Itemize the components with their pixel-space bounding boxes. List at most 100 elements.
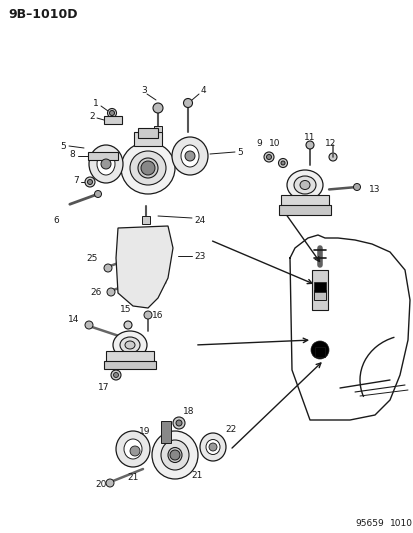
Bar [134, 132, 161, 146]
Ellipse shape [199, 433, 225, 461]
Text: 20: 20 [95, 481, 107, 489]
Text: 3: 3 [191, 151, 196, 160]
Text: 2: 2 [89, 111, 95, 120]
Text: 1: 1 [93, 99, 99, 108]
Circle shape [170, 450, 180, 460]
Circle shape [263, 152, 273, 162]
Circle shape [85, 321, 93, 329]
Ellipse shape [97, 153, 115, 175]
Circle shape [107, 109, 116, 117]
Bar [311, 270, 327, 310]
Circle shape [130, 446, 140, 456]
Circle shape [85, 177, 95, 187]
Circle shape [280, 161, 284, 165]
Circle shape [183, 99, 192, 108]
Ellipse shape [206, 440, 219, 455]
Text: 18: 18 [183, 407, 194, 416]
Bar [278, 205, 330, 215]
Text: 23: 23 [194, 252, 205, 261]
Circle shape [153, 103, 163, 113]
Text: 1010: 1010 [389, 520, 412, 529]
Ellipse shape [168, 448, 182, 463]
Text: 5: 5 [60, 141, 66, 150]
Circle shape [266, 155, 271, 159]
Bar [161, 421, 171, 443]
Circle shape [87, 180, 92, 184]
Ellipse shape [125, 341, 135, 349]
Bar [106, 351, 154, 363]
Circle shape [101, 159, 111, 169]
Bar [142, 216, 150, 224]
Text: 25: 25 [86, 254, 97, 262]
Circle shape [305, 141, 313, 149]
Text: 24: 24 [194, 215, 205, 224]
Circle shape [113, 373, 118, 377]
Text: 8: 8 [69, 149, 75, 158]
Text: 16: 16 [152, 311, 164, 319]
Ellipse shape [180, 145, 199, 167]
Text: 10: 10 [268, 139, 280, 148]
Ellipse shape [161, 440, 189, 470]
Circle shape [176, 420, 182, 426]
Circle shape [310, 341, 328, 359]
Text: 14: 14 [68, 314, 79, 324]
Ellipse shape [286, 170, 322, 200]
Circle shape [109, 110, 114, 116]
Circle shape [185, 151, 195, 161]
Bar [88, 152, 118, 160]
Text: 6: 6 [53, 215, 59, 224]
Text: 13: 13 [368, 184, 380, 193]
Circle shape [353, 183, 360, 190]
Ellipse shape [116, 431, 150, 467]
Text: 4: 4 [200, 85, 205, 94]
Polygon shape [116, 226, 173, 308]
Text: 3: 3 [107, 159, 112, 168]
Text: 21: 21 [127, 472, 138, 481]
Ellipse shape [89, 145, 123, 183]
Text: 9B–1010D: 9B–1010D [8, 7, 77, 20]
Text: 11: 11 [304, 133, 315, 141]
Text: 26: 26 [90, 287, 102, 296]
Text: 19: 19 [139, 426, 150, 435]
Ellipse shape [121, 142, 175, 194]
Circle shape [278, 158, 287, 167]
Ellipse shape [120, 337, 140, 353]
Bar [313, 290, 325, 300]
Circle shape [106, 479, 114, 487]
Text: 3: 3 [141, 85, 147, 94]
Bar [280, 195, 328, 207]
Circle shape [104, 264, 112, 272]
Ellipse shape [171, 137, 207, 175]
Ellipse shape [124, 439, 142, 459]
Text: 22: 22 [225, 424, 236, 433]
Circle shape [111, 370, 121, 380]
Ellipse shape [293, 176, 315, 194]
Circle shape [107, 288, 115, 296]
Text: 17: 17 [98, 383, 109, 392]
Circle shape [328, 153, 336, 161]
Text: 12: 12 [325, 139, 336, 148]
Bar [313, 282, 325, 292]
Text: 9: 9 [256, 139, 261, 148]
Circle shape [94, 190, 101, 198]
Text: 15: 15 [120, 304, 131, 313]
Ellipse shape [130, 151, 166, 185]
Ellipse shape [299, 181, 309, 190]
Bar [154, 126, 161, 132]
Circle shape [173, 417, 185, 429]
Circle shape [209, 443, 216, 451]
Circle shape [141, 161, 154, 175]
Ellipse shape [138, 158, 158, 178]
Circle shape [144, 311, 152, 319]
Bar [104, 116, 122, 124]
Ellipse shape [113, 331, 147, 359]
Text: 21: 21 [191, 471, 202, 480]
Ellipse shape [152, 431, 197, 479]
Bar [314, 347, 324, 357]
Text: 5: 5 [237, 148, 242, 157]
Text: 95659: 95659 [354, 520, 383, 529]
Circle shape [124, 321, 132, 329]
Bar [138, 128, 158, 138]
Text: 7: 7 [73, 175, 79, 184]
Bar [104, 361, 156, 369]
